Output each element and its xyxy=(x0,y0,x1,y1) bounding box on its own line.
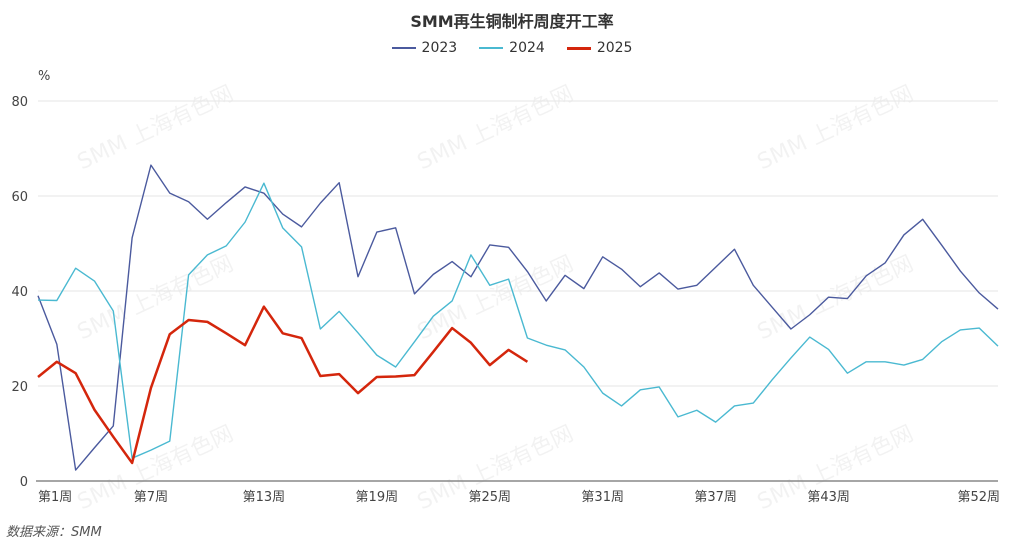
x-tick-label: 第1周 xyxy=(38,490,72,505)
x-tick-label: 第25周 xyxy=(468,490,511,505)
series-line-2024 xyxy=(37,182,999,459)
source-note: 数据来源：SMM xyxy=(6,525,102,540)
legend-label: 2025 xyxy=(596,40,633,56)
legend-item-2025[interactable]: 2025 xyxy=(566,40,633,56)
x-tick-label: 第52周 xyxy=(957,490,1000,505)
x-tick-label: 第7周 xyxy=(134,490,168,505)
legend-item-2024[interactable]: 2024 xyxy=(479,40,545,56)
series-line-2023 xyxy=(37,164,999,471)
legend-swatch xyxy=(391,47,416,49)
y-tick-label: 0 xyxy=(20,475,28,490)
x-tick-label: 第31周 xyxy=(581,490,624,505)
series-line-2025 xyxy=(37,305,529,465)
legend-label: 2024 xyxy=(509,40,545,56)
x-tick-label: 第19周 xyxy=(356,490,399,505)
x-tick-label: 第37周 xyxy=(694,490,737,505)
legend-label: 2023 xyxy=(421,40,458,56)
y-axis-unit: % xyxy=(38,69,50,84)
y-tick-label: 40 xyxy=(11,285,28,300)
x-tick-label: 第43周 xyxy=(807,490,850,505)
legend: 2023 2024 2025 xyxy=(0,40,1024,56)
legend-swatch xyxy=(566,46,591,50)
legend-item-2023[interactable]: 2023 xyxy=(391,40,458,56)
y-tick-label: 80 xyxy=(11,95,28,110)
y-tick-label: 20 xyxy=(11,380,28,395)
y-tick-label: 60 xyxy=(11,190,28,205)
chart-title: SMM再生铜制杆周度开工率 xyxy=(410,12,614,31)
x-tick-label: 第13周 xyxy=(243,490,286,505)
legend-swatch xyxy=(479,47,504,49)
